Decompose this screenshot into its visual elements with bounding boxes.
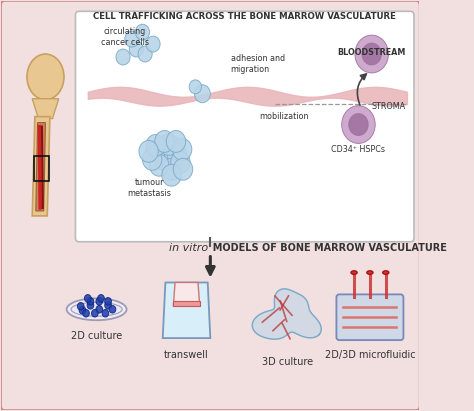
- Ellipse shape: [383, 271, 389, 274]
- Circle shape: [96, 305, 102, 313]
- Text: adhesion and
migration: adhesion and migration: [231, 54, 285, 74]
- Circle shape: [194, 85, 210, 103]
- Circle shape: [125, 31, 139, 47]
- Circle shape: [173, 139, 192, 160]
- Circle shape: [87, 298, 94, 305]
- Circle shape: [116, 49, 130, 65]
- Text: 3D culture: 3D culture: [263, 357, 313, 367]
- Circle shape: [162, 158, 181, 180]
- Circle shape: [149, 155, 169, 176]
- Circle shape: [155, 148, 174, 170]
- Text: tumour
metastasis: tumour metastasis: [128, 178, 172, 198]
- Bar: [34, 156, 49, 181]
- Text: CELL TRAFFICKING ACROSS THE BONE MARROW VASCULATURE: CELL TRAFFICKING ACROSS THE BONE MARROW …: [93, 12, 396, 21]
- Circle shape: [146, 141, 165, 162]
- Circle shape: [362, 43, 382, 65]
- Polygon shape: [32, 99, 59, 119]
- Text: MODELS OF BONE MARROW VASCULATURE: MODELS OF BONE MARROW VASCULATURE: [206, 243, 447, 253]
- Circle shape: [146, 36, 160, 52]
- Circle shape: [91, 309, 98, 317]
- FancyBboxPatch shape: [337, 294, 403, 340]
- Ellipse shape: [67, 298, 127, 320]
- Text: STROMA: STROMA: [371, 102, 405, 111]
- Circle shape: [139, 141, 158, 162]
- Ellipse shape: [367, 271, 373, 274]
- Circle shape: [143, 148, 162, 170]
- Circle shape: [159, 134, 179, 155]
- Polygon shape: [173, 282, 200, 306]
- Circle shape: [355, 35, 388, 73]
- Circle shape: [136, 24, 149, 40]
- Circle shape: [105, 298, 111, 305]
- Text: in vitro: in vitro: [169, 243, 208, 253]
- Circle shape: [82, 309, 90, 317]
- Circle shape: [173, 158, 193, 180]
- Circle shape: [349, 113, 368, 136]
- Circle shape: [162, 164, 181, 186]
- FancyBboxPatch shape: [75, 12, 414, 242]
- Circle shape: [79, 307, 86, 314]
- Circle shape: [146, 134, 165, 156]
- Text: 2D/3D microfluidic: 2D/3D microfluidic: [325, 350, 415, 360]
- Polygon shape: [32, 117, 50, 216]
- Circle shape: [98, 295, 104, 302]
- Circle shape: [155, 131, 174, 152]
- Text: 2D culture: 2D culture: [71, 331, 122, 341]
- Text: CD34⁺ HSPCs: CD34⁺ HSPCs: [331, 145, 385, 155]
- FancyBboxPatch shape: [0, 0, 420, 411]
- Circle shape: [105, 302, 111, 309]
- Text: mobilization: mobilization: [259, 112, 308, 121]
- Ellipse shape: [27, 54, 64, 100]
- Polygon shape: [252, 289, 321, 339]
- Ellipse shape: [351, 271, 357, 274]
- Circle shape: [342, 106, 375, 143]
- Circle shape: [171, 151, 190, 173]
- Circle shape: [189, 80, 201, 94]
- Circle shape: [96, 298, 102, 305]
- Circle shape: [77, 302, 84, 310]
- Circle shape: [138, 46, 152, 62]
- Polygon shape: [36, 122, 46, 211]
- Text: transwell: transwell: [164, 350, 209, 360]
- Text: circulating
cancer cells: circulating cancer cells: [101, 27, 149, 46]
- Circle shape: [129, 41, 143, 57]
- Circle shape: [102, 309, 109, 317]
- Circle shape: [167, 143, 187, 165]
- Circle shape: [109, 305, 116, 313]
- Polygon shape: [163, 282, 210, 338]
- Ellipse shape: [71, 302, 122, 316]
- Circle shape: [87, 302, 94, 309]
- Circle shape: [84, 295, 91, 302]
- Text: BLOODSTREAM: BLOODSTREAM: [337, 48, 405, 57]
- Bar: [173, 301, 200, 306]
- Circle shape: [166, 131, 186, 152]
